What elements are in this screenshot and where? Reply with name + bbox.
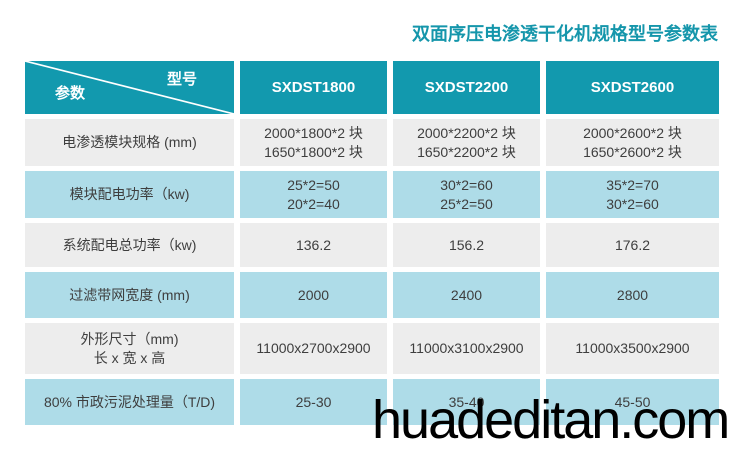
table-cell: 30*2=60 25*2=50 bbox=[393, 171, 540, 218]
corner-param-label: 参数 bbox=[55, 84, 86, 102]
table-cell: 156.2 bbox=[393, 223, 540, 267]
column-header-sxdst1800: SXDST1800 bbox=[240, 61, 387, 114]
table-cell: 35-40 bbox=[393, 379, 540, 425]
watermark-text: huadeditan.com bbox=[372, 390, 730, 450]
row-label: 模块配电功率（kw) bbox=[25, 171, 234, 218]
table-cell: 25-30 bbox=[240, 379, 387, 425]
table-cell: 2000*1800*2 块 1650*1800*2 块 bbox=[240, 119, 387, 166]
row-label: 系统配电总功率（kw) bbox=[25, 223, 234, 267]
table-cell: 2000*2600*2 块 1650*2600*2 块 bbox=[546, 119, 719, 166]
row-label: 80% 市政污泥处理量（T/D) bbox=[25, 379, 234, 425]
corner-model-label: 型号 bbox=[166, 71, 197, 88]
row-label: 外形尺寸（mm) 长 x 宽 x 高 bbox=[25, 323, 234, 374]
table-cell: 45-50 bbox=[546, 379, 719, 425]
table-cell: 2800 bbox=[546, 272, 719, 318]
column-header-sxdst2200: SXDST2200 bbox=[393, 61, 540, 114]
column-header-sxdst2600: SXDST2600 bbox=[546, 61, 719, 114]
table-cell: 11000x3100x2900 bbox=[393, 323, 540, 374]
spec-table: 参数 型号 SXDST1800 SXDST2200 SXDST2600 电渗透模… bbox=[25, 61, 719, 425]
row-label: 电渗透模块规格 (mm) bbox=[25, 119, 234, 166]
table-cell: 11000x2700x2900 bbox=[240, 323, 387, 374]
table-cell: 11000x3500x2900 bbox=[546, 323, 719, 374]
row-label: 过滤带网宽度 (mm) bbox=[25, 272, 234, 318]
table-cell: 25*2=50 20*2=40 bbox=[240, 171, 387, 218]
table-corner-cell: 参数 型号 bbox=[25, 61, 234, 114]
table-cell: 2000*2200*2 块 1650*2200*2 块 bbox=[393, 119, 540, 166]
table-cell: 136.2 bbox=[240, 223, 387, 267]
table-cell: 2400 bbox=[393, 272, 540, 318]
table-cell: 176.2 bbox=[546, 223, 719, 267]
table-cell: 35*2=70 30*2=60 bbox=[546, 171, 719, 218]
page-title: 双面序压电渗透干化机规格型号参数表 bbox=[412, 24, 718, 44]
table-cell: 2000 bbox=[240, 272, 387, 318]
diagonal-divider-line bbox=[25, 61, 234, 114]
